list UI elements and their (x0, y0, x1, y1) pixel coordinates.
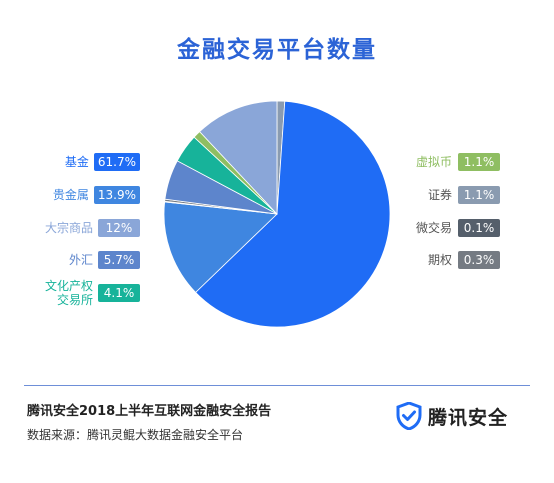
legend-badge: 0.3% (458, 251, 501, 269)
legend-item-precious-metal: 贵金属 13.9% (20, 185, 140, 205)
legend-label: 虚拟币 (416, 155, 453, 169)
pie-slice-1 (195, 100, 391, 328)
legend-label: 期权 (428, 253, 453, 267)
footer-divider (24, 385, 530, 386)
report-title: 腾讯安全2018上半年互联网金融安全报告 (27, 404, 272, 419)
legend-item-cultural-exchange: 文化产权 交易所 4.1% (20, 279, 140, 307)
legend-badge: 1.1% (458, 186, 501, 204)
legend-label: 文化产权 交易所 (44, 279, 93, 307)
legend-label: 贵金属 (52, 188, 89, 202)
legend-badge: 1.1% (458, 153, 501, 171)
legend-badge: 0.1% (458, 219, 501, 237)
legend-badge: 4.1% (98, 284, 140, 302)
legend-label: 基金 (64, 155, 89, 169)
legend-item-securities: 证券 1.1% (428, 185, 501, 205)
legend-badge: 12% (98, 219, 140, 237)
legend-item-virtual-currency: 虚拟币 1.1% (416, 152, 501, 172)
legend-badge: 13.9% (93, 186, 140, 204)
legend-badge: 61.7% (93, 153, 140, 171)
legend-label: 微交易 (416, 221, 453, 235)
legend-item-forex: 外汇 5.7% (20, 250, 140, 270)
legend-label: 外汇 (68, 253, 93, 267)
legend-label: 大宗商品 (44, 221, 93, 235)
brand-name: 腾讯安全 (428, 406, 509, 429)
shield-check-icon (396, 402, 422, 430)
brand-logo: 腾讯安全 (396, 402, 508, 430)
legend-item-options: 期权 0.3% (428, 250, 501, 270)
data-source: 数据来源：腾讯灵鲲大数据金融安全平台 (27, 428, 244, 442)
chart-title: 金融交易平台数量 (177, 37, 377, 63)
pie-slice-2 (163, 201, 278, 293)
legend-label: 证券 (428, 188, 453, 202)
legend-badge: 5.7% (98, 251, 140, 269)
pie-slice-8 (199, 100, 278, 216)
legend-item-micro-trade: 微交易 0.1% (416, 218, 501, 238)
legend-item-bulk-commodity: 大宗商品 12% (20, 218, 140, 238)
legend-item-fund: 基金 61.7% (20, 152, 140, 172)
